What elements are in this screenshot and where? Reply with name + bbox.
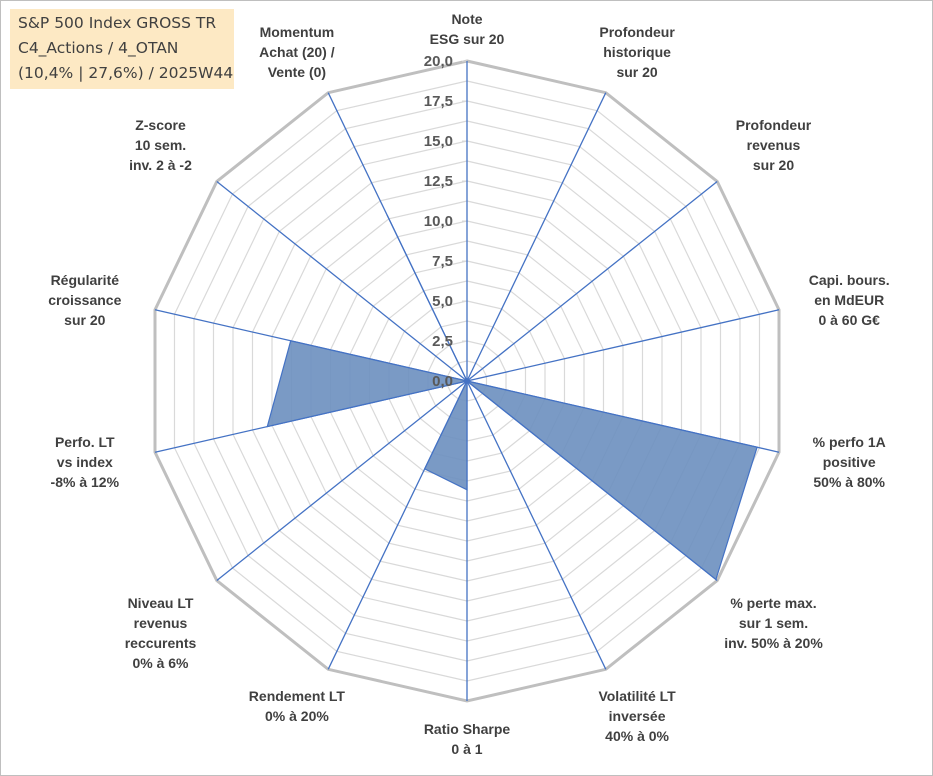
tick-label: 0,0	[432, 373, 453, 390]
axis-label-line: sur 1 sem.	[739, 615, 808, 631]
axis-label-line: positive	[823, 454, 876, 470]
title-line-3: (10,4% | 27,6%) / 2025W44	[18, 64, 234, 82]
axis-label: Ratio Sharpe 0 à 1	[424, 721, 511, 757]
tick-label: 20,0	[424, 53, 453, 70]
axis-label-line: sur 20	[64, 312, 105, 328]
axis-label-line: Achat (20) /	[259, 44, 335, 60]
axis-label-line: Profondeur	[599, 24, 675, 40]
axis-label-line: Vente (0)	[268, 64, 326, 80]
axis-label-line: 0 à 60 G€	[818, 312, 880, 328]
axis-label-line: sur 20	[753, 157, 794, 173]
radar-spoke	[466, 92, 607, 382]
axis-label: Momentum Achat (20) / Vente (0)	[259, 24, 335, 80]
axis-label: Régularité croissance sur 20	[48, 272, 121, 328]
radar-spoke	[216, 180, 468, 382]
axis-label-line: -8% à 12%	[51, 474, 120, 490]
title-line-1: S&P 500 Index GROSS TR	[18, 14, 217, 32]
axis-label-line: Capi. bours.	[809, 272, 890, 288]
axis-label-layer: Note ESG sur 20 Profondeur historique sur 20…	[48, 11, 889, 757]
axis-label: % perfo 1A positive 50% à 80%	[813, 434, 886, 490]
axis-label-line: Perfo. LT	[55, 434, 115, 450]
radar-spoke	[216, 380, 468, 582]
radar-spoke	[466, 380, 607, 670]
axis-label-line: % perte max.	[730, 595, 816, 611]
axis-label: Niveau LT revenus reccurents 0% à 6%	[125, 595, 197, 671]
axis-label-line: 40% à 0%	[605, 728, 669, 744]
tick-label-layer: 0,0 2,5 5,0 7,5 10,0 12,5 15,0 17,5 20,0	[424, 53, 453, 390]
axis-label-line: Régularité	[51, 272, 120, 288]
axis-label-line: Ratio Sharpe	[424, 721, 511, 737]
chart-title-box: S&P 500 Index GROSS TR C4_Actions / 4_OT…	[10, 9, 234, 89]
axis-label-line: reccurents	[125, 635, 197, 651]
axis-label-line: vs index	[57, 454, 113, 470]
axis-label-line: revenus	[747, 137, 801, 153]
axis-label-line: inversée	[609, 708, 666, 724]
axis-label: Profondeur historique sur 20	[599, 24, 675, 80]
axis-label-line: Niveau LT	[128, 595, 194, 611]
series-area	[266, 214, 758, 581]
axis-label-line: % perfo 1A	[813, 434, 886, 450]
axis-label-line: 0% à 20%	[265, 708, 329, 724]
axis-label-line: croissance	[48, 292, 121, 308]
axis-label-line: Profondeur	[736, 117, 812, 133]
axis-label-line: revenus	[134, 615, 188, 631]
title-line-2: C4_Actions / 4_OTAN	[18, 39, 179, 57]
series-layer	[266, 214, 758, 581]
tick-label: 5,0	[432, 293, 453, 310]
axis-label: Perfo. LT vs index -8% à 12%	[51, 434, 120, 490]
radar-spoke	[466, 309, 780, 382]
axis-label-line: sur 20	[616, 64, 657, 80]
axis-label-line: 0% à 6%	[132, 655, 189, 671]
axis-label: Profondeur revenus sur 20	[736, 117, 812, 173]
axis-label-line: Z-score	[135, 117, 186, 133]
axis-label-line: historique	[603, 44, 671, 60]
axis-label-line: en MdEUR	[814, 292, 884, 308]
radar-spoke	[466, 180, 718, 382]
axis-label-line: ESG sur 20	[430, 31, 505, 47]
axis-label: Note ESG sur 20	[430, 11, 505, 47]
axis-label-line: Momentum	[260, 24, 335, 40]
tick-label: 15,0	[424, 133, 453, 150]
axis-label-line: Rendement LT	[249, 688, 346, 704]
axis-label-line: Volatilité LT	[598, 688, 676, 704]
axis-label-line: inv. 2 à -2	[129, 157, 192, 173]
axis-label-line: 10 sem.	[135, 137, 186, 153]
axis-label-line: inv. 50% à 20%	[724, 635, 823, 651]
tick-label: 7,5	[432, 253, 453, 270]
axis-label: Z-score 10 sem. inv. 2 à -2	[129, 117, 192, 173]
axis-label-line: 50% à 80%	[813, 474, 885, 490]
axis-label: Capi. bours. en MdEUR 0 à 60 G€	[809, 272, 890, 328]
tick-label: 10,0	[424, 213, 453, 230]
axis-label-line: 0 à 1	[451, 741, 482, 757]
tick-label: 12,5	[424, 173, 453, 190]
tick-label: 17,5	[424, 93, 453, 110]
axis-label: % perte max. sur 1 sem. inv. 50% à 20%	[724, 595, 823, 651]
axis-label-line: Note	[451, 11, 482, 27]
axis-label: Rendement LT 0% à 20%	[249, 688, 346, 724]
tick-label: 2,5	[432, 333, 453, 350]
axis-label: Volatilité LT inversée 40% à 0%	[598, 688, 676, 744]
